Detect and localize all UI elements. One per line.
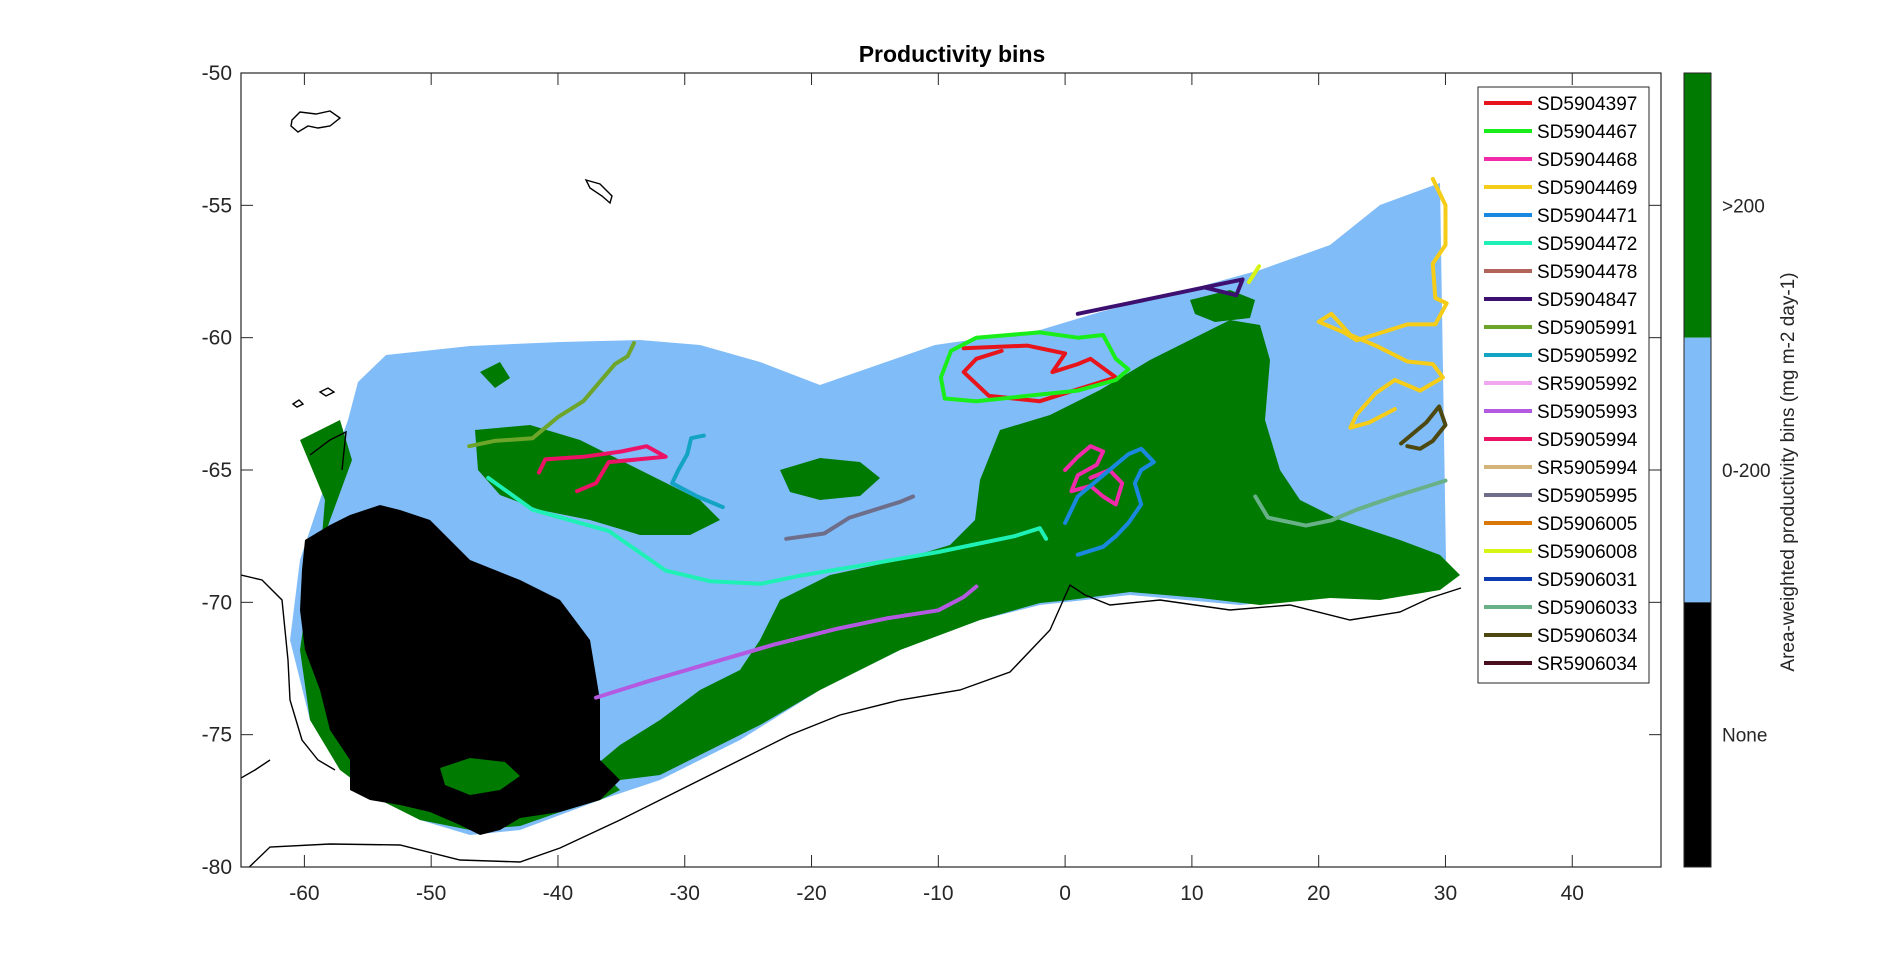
legend-label-sd5906034: SD5906034 <box>1537 626 1638 647</box>
legend-label-sd5905994: SD5905994 <box>1537 430 1638 451</box>
x-tick-label: 20 <box>1307 882 1330 905</box>
legend-label-sd5906005: SD5906005 <box>1537 514 1637 535</box>
legend-label-sd5904468: SD5904468 <box>1537 150 1637 171</box>
x-tick-label: -40 <box>543 882 573 905</box>
legend-label-sd5905992: SD5905992 <box>1537 346 1637 367</box>
x-tick-label: -30 <box>670 882 700 905</box>
colorbar-label: Area-weighted productivity bins (mg m-2 … <box>1778 272 1799 671</box>
x-tick-label: 0 <box>1059 882 1071 905</box>
float-track-sd5905991 <box>467 341 636 449</box>
float-track-sd5904397 <box>961 343 1118 404</box>
y-tick-label: -75 <box>202 724 232 747</box>
map-layers <box>241 110 1462 867</box>
legend-label-sd5904467: SD5904467 <box>1537 122 1637 143</box>
legend-label-sd5904469: SD5904469 <box>1537 178 1637 199</box>
float-track-sd5906008 <box>1246 264 1262 285</box>
island-south-georgia <box>290 110 342 133</box>
colorbar-tick-label: None <box>1722 726 1767 747</box>
legend-label-sr5905994: SR5905994 <box>1537 458 1638 479</box>
colorbar-tick-label: >200 <box>1722 196 1765 217</box>
legend: SD5904397 SD5904467 SD5904468 SD5904469 SD59… <box>1477 86 1650 684</box>
float-track-sd5905992 <box>670 433 725 510</box>
island-small-1 <box>318 387 336 397</box>
float-track-sd5904469 <box>1316 176 1449 430</box>
float-track-sd5906034 <box>1399 404 1448 451</box>
region-high-small-2 <box>780 458 880 500</box>
y-tick-label: -80 <box>202 856 232 879</box>
x-tick-label: -50 <box>416 882 446 905</box>
legend-label-sd5905991: SD5905991 <box>1537 318 1637 339</box>
legend-label-sd5904847: SD5904847 <box>1537 290 1637 311</box>
legend-label-sr5905992: SR5905992 <box>1537 374 1637 395</box>
x-tick-label: 30 <box>1434 882 1457 905</box>
float-track-sd5906033 <box>1253 478 1448 528</box>
legend-label-sd5905995: SD5905995 <box>1537 486 1637 507</box>
colorbar-segment <box>1684 602 1711 867</box>
chart-title: Productivity bins <box>859 41 1046 67</box>
colorbar-frame <box>1683 72 1712 868</box>
float-track-sd5904467 <box>938 330 1131 404</box>
legend-label-sd5906008: SD5906008 <box>1537 542 1637 563</box>
x-tick-label: -20 <box>796 882 826 905</box>
legend-label-sd5904471: SD5904471 <box>1537 206 1637 227</box>
legend-label-sd5904472: SD5904472 <box>1537 234 1637 255</box>
legend-label-sr5906034: SR5906034 <box>1537 654 1638 675</box>
coastline-antarctic-peninsula <box>241 574 336 771</box>
float-track-sd5904471 <box>1063 446 1156 557</box>
island-south-sandwich <box>584 178 613 205</box>
colorbar-segment <box>1684 337 1711 603</box>
legend-label-sd5906033: SD5906033 <box>1537 598 1637 619</box>
coastline-antarctica <box>248 583 1462 867</box>
y-tick-label: -60 <box>202 327 232 350</box>
float-track-sd5904472 <box>486 475 1049 586</box>
x-tick-label: -60 <box>289 882 319 905</box>
float-track-sd5905995 <box>784 494 915 541</box>
float-track-sd5904468 <box>1063 444 1125 507</box>
colorbar-segment <box>1684 73 1711 338</box>
y-tick-label: -50 <box>202 62 232 85</box>
region-high-small-3 <box>1190 290 1255 322</box>
x-tick-label: 40 <box>1561 882 1584 905</box>
x-tick-label: -10 <box>923 882 953 905</box>
coastline-west <box>241 759 271 779</box>
y-axis: -50 -55 -60 -65 -70 -75 -80 <box>202 62 1661 879</box>
island-small-2 <box>291 399 305 408</box>
legend-label-sd5905993: SD5905993 <box>1537 402 1637 423</box>
y-tick-label: -55 <box>202 194 232 217</box>
colorbar: >200 0-200 None <box>1683 72 1771 868</box>
float-track-sd5905993 <box>594 584 979 700</box>
coastlines <box>241 110 1462 867</box>
y-tick-label: -70 <box>202 591 232 614</box>
region-high-central <box>590 320 1460 780</box>
float-track-sd5904847 <box>1075 277 1245 316</box>
float-tracks <box>467 176 1449 700</box>
legend-label-sd5904397: SD5904397 <box>1537 94 1637 115</box>
float-track-sd5905994 <box>536 444 668 494</box>
region-high-small-1 <box>480 362 510 388</box>
colorbar-tick-label: 0-200 <box>1722 461 1771 482</box>
legend-label-sd5906031: SD5906031 <box>1537 570 1637 591</box>
y-tick-label: -65 <box>202 459 232 482</box>
coastline-weddell-ice-edge <box>309 430 347 471</box>
region-high-inside-none <box>440 758 520 795</box>
region-none <box>300 505 620 835</box>
x-tick-label: 10 <box>1180 882 1203 905</box>
x-axis: -60 -50 -40 -30 -20 -10 0 10 20 30 40 <box>289 73 1584 905</box>
legend-label-sd5904478: SD5904478 <box>1537 262 1637 283</box>
